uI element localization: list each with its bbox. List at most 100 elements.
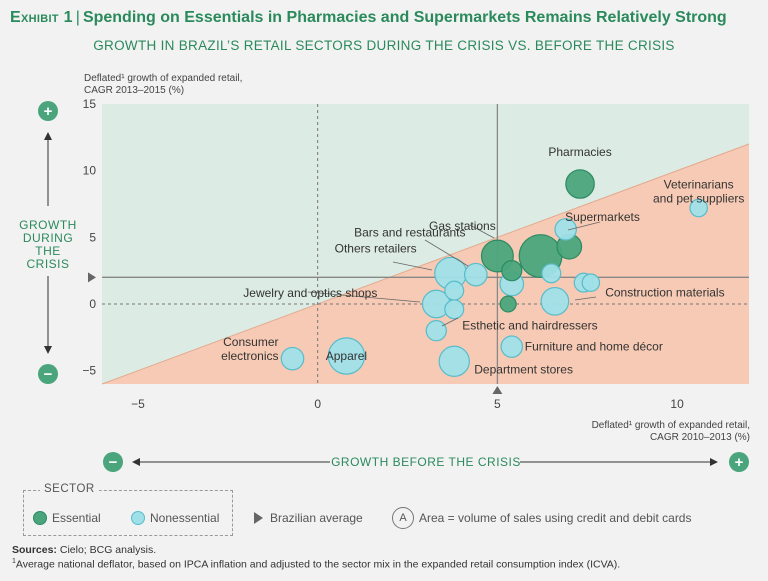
bubble-esthetic-and-hairdressers — [425, 320, 447, 342]
label-construction-materials: Construction materials — [605, 285, 724, 299]
legend-brazilian-average: Brazilian average — [254, 511, 363, 525]
label-pharmacies: Pharmacies — [548, 145, 611, 159]
legend-nonessential-label: Nonessential — [150, 511, 220, 525]
bubble-labels: Pharmacies Supermarkets Gas stations Veteri… — [221, 145, 744, 376]
x-tick-label: 0 — [314, 397, 321, 411]
legend-brazilian-average-label: Brazilian average — [270, 511, 363, 525]
x-axis-title-line1: Deflated¹ growth of expanded retail, — [592, 420, 750, 431]
x-arrow-right-head — [710, 458, 718, 466]
bubble-consumer-electronics — [280, 346, 305, 371]
bubble-unlabeled-4 — [501, 260, 523, 282]
triangle-marker-icon — [254, 512, 263, 524]
y-tick-label: 0 — [89, 297, 96, 311]
y-plus-icon: + — [44, 103, 53, 120]
x-tick-label: 10 — [670, 397, 684, 411]
label-furniture-and-home-d-cor: Furniture and home décor — [525, 340, 663, 354]
sources: Sources: Cielo; BCG analysis. — [12, 544, 156, 556]
bubble-unlabeled-17 — [444, 299, 465, 320]
label-department-stores: Department stores — [474, 362, 573, 376]
sources-label: Sources: — [12, 544, 57, 556]
legend-box — [23, 490, 233, 536]
sources-text: Cielo; BCG analysis. — [59, 544, 157, 556]
nonessential-dot-icon — [131, 511, 145, 525]
y-arrow-down-head — [44, 346, 52, 354]
bubble-veterinarians-and-pet-suppliers — [689, 198, 708, 218]
bubble-unlabeled-5 — [499, 295, 517, 313]
footnote: 1Average national deflator, based on IPC… — [12, 558, 620, 571]
legend-title: SECTOR — [40, 483, 99, 495]
title-separator: | — [75, 9, 80, 26]
x-minus-icon: − — [109, 454, 118, 471]
legend-essential-label: Essential — [52, 511, 101, 525]
bubbles — [280, 169, 708, 377]
y-tick-label: 5 — [89, 230, 96, 244]
bubble-bars-and-restaurants — [463, 262, 488, 287]
y-tick-label: 10 — [83, 164, 97, 178]
label-consumer-electronics: Consumer electronics — [221, 335, 278, 363]
x-plus-icon: + — [735, 454, 744, 471]
label-others-retailers-leader — [392, 261, 433, 271]
footnote-mark: 1 — [12, 558, 16, 565]
y-tick-label: 15 — [83, 97, 97, 111]
y-minus-icon: − — [44, 366, 53, 383]
footnote-text: Average national deflator, based on IPCA… — [15, 558, 621, 571]
y-arrow-up-head — [44, 132, 52, 140]
bubble-unlabeled-7 — [554, 218, 577, 241]
label-construction-materials-leader — [574, 296, 597, 301]
bubble-department-stores — [438, 345, 470, 377]
bubble-unlabeled-10 — [444, 280, 465, 301]
legend-nonessential: Nonessential — [131, 511, 219, 525]
y-average-triangle — [88, 272, 96, 283]
label-jewelry-and-optics-shops: Jewelry and optics shops — [243, 286, 377, 300]
x-plus-icon-circle — [729, 452, 749, 472]
diagonal-line — [101, 143, 750, 385]
label-apparel: Apparel — [326, 349, 367, 363]
x-minus-icon-circle — [103, 452, 123, 472]
x-axis-title-line2: CAGR 2010–2013 (%) — [650, 432, 750, 443]
label-veterinarians-and-pet-suppliers: Veterinarians and pet suppliers — [653, 178, 744, 206]
label-gas-stations-leader — [469, 224, 495, 239]
label-others-retailers: Others retailers — [335, 241, 417, 255]
y-plus-icon-circle — [38, 101, 58, 121]
exhibit-title-text: Spending on Essentials in Pharmacies and… — [82, 9, 727, 26]
bubble-pharmacies — [565, 169, 595, 199]
label-supermarkets-leader — [567, 221, 601, 231]
legend-area-note-label: Area = volume of sales using credit and … — [419, 511, 692, 525]
essential-dot-icon — [33, 511, 47, 525]
x-tick-label: −5 — [131, 397, 145, 411]
y-axis-title-line1: Deflated¹ growth of expanded retail, — [84, 73, 242, 84]
axes: 15 10 5 0 −5 −5 0 5 10 Deflated¹ growth of expand… — [82, 73, 750, 443]
x-arrow-left-head — [132, 458, 140, 466]
label-gas-stations: Gas stations — [429, 219, 496, 233]
label-bars-and-restaurants: Bars and restaurants — [354, 226, 465, 240]
legend-essential: Essential — [33, 511, 101, 525]
y-side-label-line: CRISIS — [26, 257, 69, 271]
bubble-construction-materials — [540, 286, 570, 316]
y-axis-title-line2: CAGR 2013–2015 (%) — [84, 85, 184, 96]
y-tick-label: −5 — [82, 364, 96, 378]
chart-subtitle: GROWTH IN BRAZIL’S RETAIL SECTORS DURING… — [93, 38, 675, 53]
label-esthetic-and-hairdressers: Esthetic and hairdressers — [462, 319, 597, 333]
label-jewelry-and-optics-shops-leader — [307, 291, 421, 303]
label-bars-and-restaurants-leader — [424, 239, 469, 267]
x-average-triangle — [492, 386, 503, 394]
area-circle-icon: A — [392, 507, 414, 529]
legend-area-note: A Area = volume of sales using credit an… — [392, 507, 691, 529]
bubble-furniture-and-home-d-cor — [500, 335, 524, 358]
label-esthetic-and-hairdressers-leader — [441, 317, 459, 327]
y-minus-icon-circle — [38, 364, 58, 384]
exhibit-label: Exhibit 1 — [10, 9, 73, 26]
x-tick-label: 5 — [494, 397, 501, 411]
exhibit-title: Exhibit 1 | Spending on Essentials in Phar… — [10, 9, 760, 27]
bubble-unlabeled-14 — [581, 273, 601, 292]
bubble-apparel — [327, 337, 366, 375]
bubble-unlabeled-12 — [541, 263, 562, 284]
label-supermarkets: Supermarkets — [565, 210, 640, 224]
x-side-label: GROWTH BEFORE THE CRISIS — [331, 455, 521, 469]
plot-background — [101, 104, 750, 385]
y-side-label-line: GROWTH — [19, 218, 77, 232]
y-side-label-line: DURING — [23, 231, 73, 245]
y-side-label-line: THE — [35, 244, 61, 258]
